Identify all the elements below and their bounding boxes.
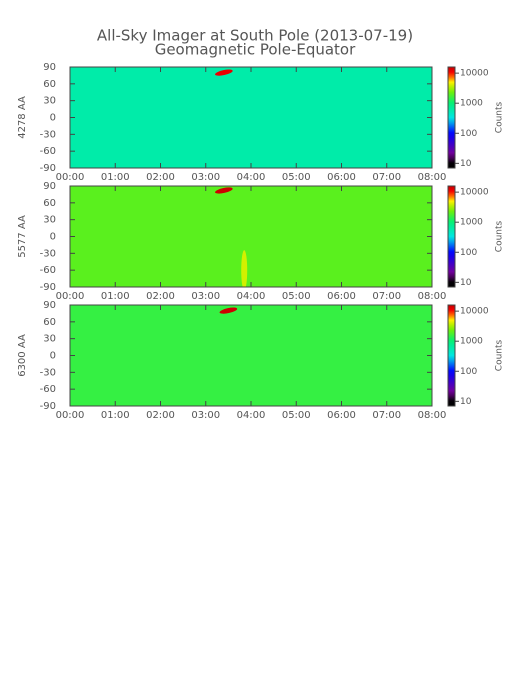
x-tick-label: 00:00	[56, 410, 85, 421]
colorbar	[447, 185, 456, 288]
colorbar-tick-label: 10	[460, 397, 472, 407]
chart-subtitle: Geomagnetic Pole-Equator	[155, 41, 356, 59]
y-tick-label: 0	[50, 351, 56, 362]
y-tick-label: 0	[50, 113, 56, 124]
x-tick-label: 02:00	[146, 291, 175, 302]
y-tick-label: -30	[40, 129, 56, 140]
heatmap-background	[70, 186, 432, 287]
x-tick-label: 07:00	[372, 172, 401, 183]
colorbar-label: Counts	[495, 220, 505, 252]
x-tick-label: 05:00	[282, 172, 311, 183]
chart-title: All-Sky Imager at South Pole (2013-07-19…	[97, 27, 413, 45]
y-tick-label: 60	[43, 317, 56, 328]
x-tick-label: 03:00	[191, 172, 220, 183]
colorbar-tick-label: 100	[460, 129, 477, 139]
heatmap-peak	[219, 307, 238, 314]
y-tick-label: 60	[43, 79, 56, 90]
x-tick-label: 06:00	[327, 410, 356, 421]
x-tick-label: 08:00	[418, 291, 447, 302]
x-tick-label: 07:00	[372, 410, 401, 421]
x-tick-label: 05:00	[282, 291, 311, 302]
heatmap-background	[70, 67, 432, 168]
colorbar	[447, 304, 456, 407]
x-tick-label: 04:00	[237, 172, 266, 183]
colorbar-tick-label: 10000	[460, 307, 489, 317]
x-tick-label: 02:00	[146, 410, 175, 421]
x-tick-label: 06:00	[327, 172, 356, 183]
y-tick-label: -60	[40, 265, 56, 276]
colorbar-tick-label: 10	[460, 278, 472, 288]
heatmap	[70, 186, 432, 287]
heatmap-peak	[241, 250, 248, 287]
x-tick-label: 00:00	[56, 172, 85, 183]
x-tick-label: 08:00	[418, 410, 447, 421]
colorbar	[447, 66, 456, 169]
y-tick-label: 0	[50, 232, 56, 243]
y-tick-label: 30	[43, 96, 56, 107]
y-tick-label: 90	[43, 181, 56, 192]
colorbar-tick-label: 10000	[460, 69, 489, 79]
x-tick-label: 04:00	[237, 291, 266, 302]
y-axis-label: 4278 AA	[17, 96, 28, 139]
colorbar-tick-label: 100	[460, 367, 477, 377]
x-tick-label: 06:00	[327, 291, 356, 302]
x-tick-label: 05:00	[282, 410, 311, 421]
y-tick-label: -30	[40, 248, 56, 259]
y-axis-label: 5577 AA	[17, 215, 28, 258]
x-tick-label: 03:00	[191, 291, 220, 302]
colorbar-label: Counts	[495, 101, 505, 133]
heatmap-background	[70, 305, 432, 406]
y-tick-label: 60	[43, 198, 56, 209]
colorbar-tick-label: 10000	[460, 188, 489, 198]
x-tick-label: 03:00	[191, 410, 220, 421]
colorbar-tick-label: 1000	[460, 337, 483, 347]
y-tick-label: -90	[40, 163, 56, 174]
x-tick-label: 08:00	[418, 172, 447, 183]
y-tick-label: -60	[40, 384, 56, 395]
y-tick-label: -90	[40, 282, 56, 293]
colorbar-tick-label: 1000	[460, 99, 483, 109]
colorbar-tick-label: 100	[460, 248, 477, 258]
x-tick-label: 01:00	[101, 291, 130, 302]
y-tick-label: -90	[40, 401, 56, 412]
x-tick-label: 04:00	[237, 410, 266, 421]
x-tick-label: 07:00	[372, 291, 401, 302]
heatmap	[70, 67, 432, 168]
y-tick-label: -30	[40, 367, 56, 378]
y-tick-label: 90	[43, 62, 56, 73]
x-tick-label: 01:00	[101, 172, 130, 183]
colorbar-tick-label: 1000	[460, 218, 483, 228]
heatmap	[70, 305, 432, 406]
y-tick-label: -60	[40, 146, 56, 157]
x-tick-label: 01:00	[101, 410, 130, 421]
heatmap-peak	[215, 187, 233, 194]
y-tick-label: 30	[43, 215, 56, 226]
colorbar-tick-label: 10	[460, 159, 472, 169]
heatmap-peak	[215, 69, 233, 76]
x-tick-label: 00:00	[56, 291, 85, 302]
y-tick-label: 30	[43, 334, 56, 345]
y-axis-label: 6300 AA	[17, 334, 28, 377]
y-tick-label: 90	[43, 300, 56, 311]
colorbar-label: Counts	[495, 339, 505, 371]
x-tick-label: 02:00	[146, 172, 175, 183]
